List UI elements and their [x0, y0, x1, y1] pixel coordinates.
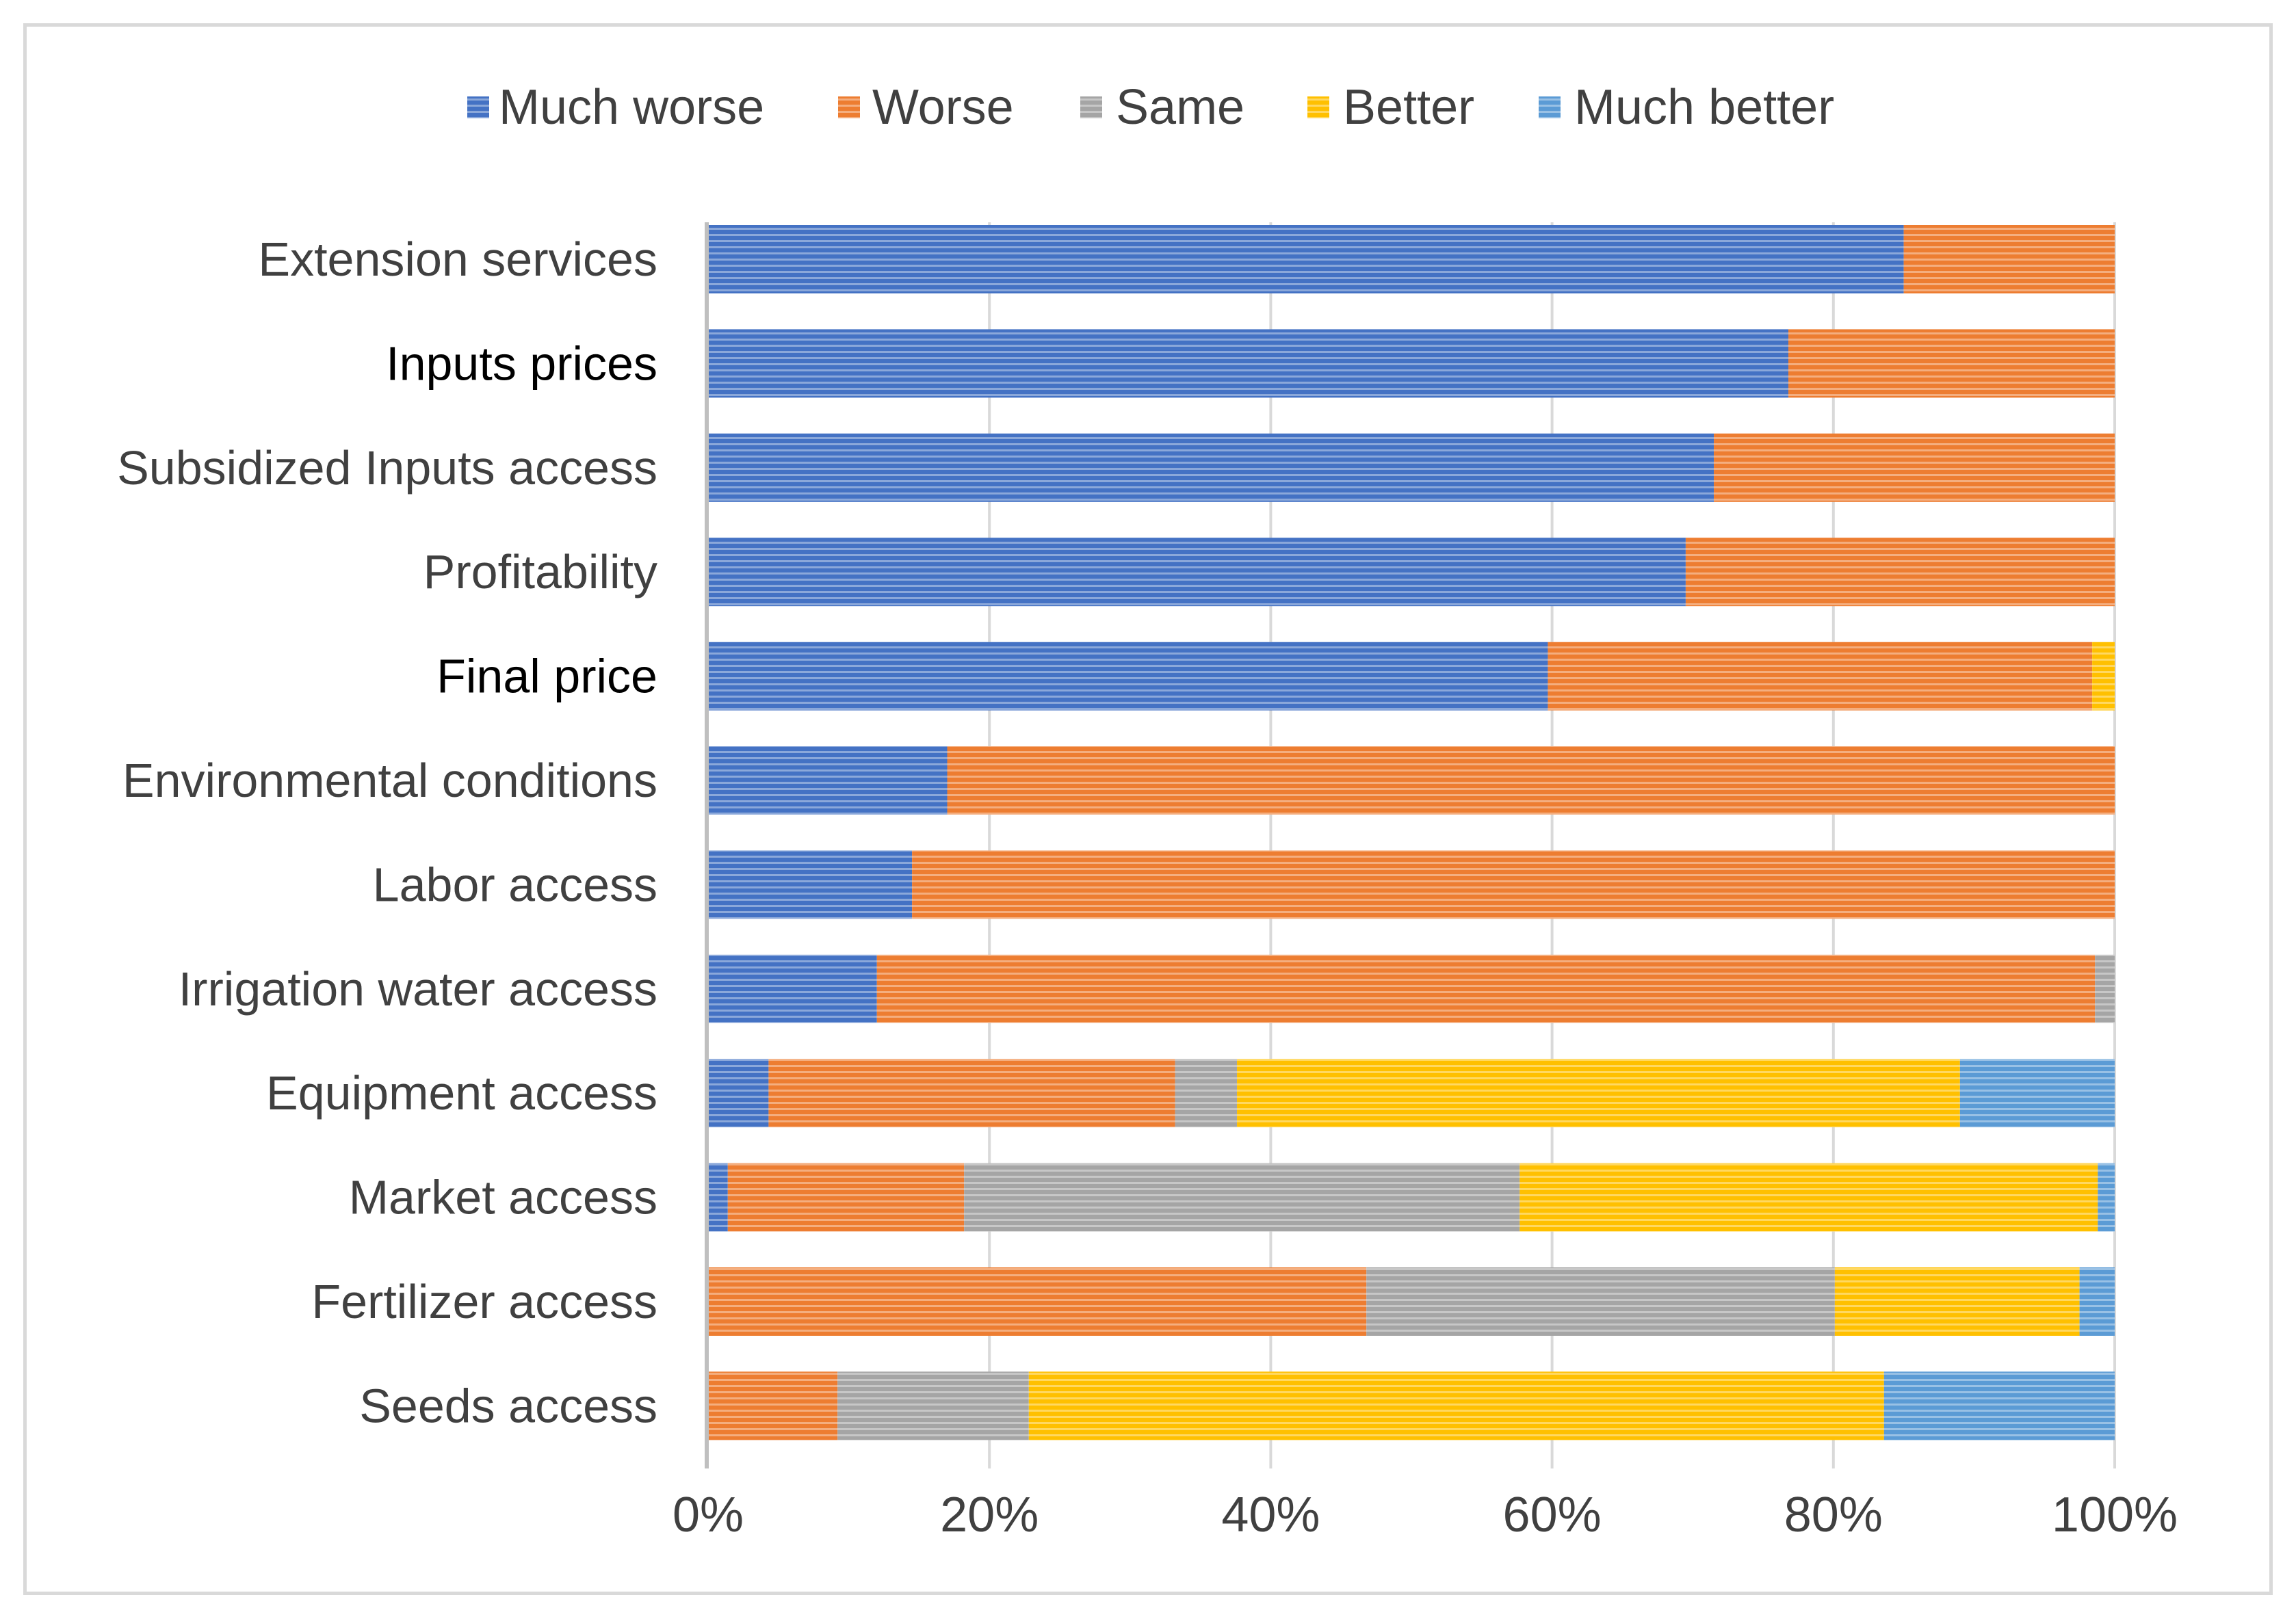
legend-swatch-same [1080, 96, 1102, 118]
bar-market-access-much-better [2098, 1163, 2115, 1232]
bar-equipment-access-worse [768, 1059, 1175, 1128]
category-label-fertilizer-access: Fertilizer access [311, 1275, 657, 1328]
category-label-seeds-access: Seeds access [359, 1379, 657, 1432]
x-tick-label: 40% [1221, 1488, 1320, 1542]
legend-swatch-worse [838, 96, 860, 118]
bar-final-price-worse [1548, 642, 2093, 711]
bar-irrigation-water-access-much-worse [708, 954, 877, 1023]
category-label-extension-services: Extension services [258, 233, 657, 286]
x-tick-label: 80% [1784, 1488, 1883, 1542]
bar-seeds-access-same [837, 1371, 1029, 1440]
bar-profitability-much-worse [708, 538, 1686, 607]
bar-labor-access-worse [912, 850, 2115, 919]
bar-labor-access-much-worse [708, 850, 913, 919]
legend-label-much-better: Much better [1574, 80, 1834, 135]
bar-equipment-access-same [1175, 1059, 1238, 1128]
bar-subsidized-inputs-access-worse [1714, 433, 2115, 502]
x-tick-label: 60% [1503, 1488, 1602, 1542]
legend-swatch-better [1307, 96, 1329, 118]
legend-label-worse: Worse [872, 80, 1014, 135]
bar-extension-services-worse [1903, 225, 2115, 293]
bar-fertilizer-access-same [1366, 1267, 1835, 1336]
legend-swatch-much-worse [467, 96, 489, 118]
legend: Much worse Worse Same Better Much better [467, 80, 1834, 135]
category-label-labor-access: Labor access [373, 858, 657, 911]
legend-swatch-much-better [1539, 96, 1561, 118]
chart-frame: Much worse Worse Same Better Much better Ext… [23, 23, 2273, 1595]
bar-seeds-access-worse [708, 1371, 838, 1440]
bar-irrigation-water-access-worse [876, 954, 2096, 1023]
category-label-profitability: Profitability [423, 545, 657, 598]
bar-fertilizer-access-better [1834, 1267, 2080, 1336]
bar-seeds-access-better [1028, 1371, 1884, 1440]
category-label-market-access: Market access [349, 1171, 657, 1224]
bar-equipment-access-better [1237, 1059, 1960, 1128]
bar-fertilizer-access-worse [708, 1267, 1367, 1336]
bar-inputs-prices-worse [1788, 329, 2115, 398]
bar-profitability-worse [1685, 538, 2115, 607]
bar-equipment-access-much-better [1959, 1059, 2115, 1128]
x-tick-label: 20% [940, 1488, 1039, 1542]
category-label-irrigation-water-access: Irrigation water access [179, 962, 657, 1016]
bar-extension-services-much-worse [708, 225, 1904, 293]
bars [708, 225, 2115, 1440]
bar-market-access-same [964, 1163, 1520, 1232]
chart: Much worse Worse Same Better Much better Ext… [117, 80, 2178, 1542]
bar-market-access-better [1519, 1163, 2098, 1232]
bar-inputs-prices-much-worse [708, 329, 1789, 398]
bar-market-access-much-worse [708, 1163, 728, 1232]
gridlines [988, 222, 2116, 1468]
legend-label-same: Same [1116, 80, 1244, 135]
x-tick-labels: 0% 20% 40% 60% 80% 100% [673, 1488, 2178, 1542]
bar-environmental-conditions-much-worse [708, 746, 948, 815]
bar-market-access-worse [727, 1163, 965, 1232]
bar-fertilizer-access-much-better [2079, 1267, 2115, 1336]
bar-final-price-much-worse [708, 642, 1548, 711]
bar-subsidized-inputs-access-much-worse [708, 433, 1714, 502]
category-label-final-price: Final price [436, 650, 657, 703]
category-labels: Extension services Inputs prices Subsidize… [117, 233, 657, 1432]
bar-seeds-access-much-better [1883, 1371, 2115, 1440]
bar-irrigation-water-access-same [2095, 954, 2115, 1023]
category-label-equipment-access: Equipment access [266, 1066, 657, 1120]
legend-label-better: Better [1343, 80, 1474, 135]
legend-label-much-worse: Much worse [499, 80, 764, 135]
bar-environmental-conditions-worse [947, 746, 2115, 815]
x-tick-label: 0% [673, 1488, 744, 1542]
bar-equipment-access-much-worse [708, 1059, 769, 1128]
bar-final-price-better [2092, 642, 2115, 711]
category-label-environmental-conditions: Environmental conditions [122, 754, 657, 807]
category-label-subsidized-inputs-access: Subsidized Inputs access [117, 441, 657, 495]
x-tick-label: 100% [2052, 1488, 2178, 1542]
category-label-inputs-prices: Inputs prices [386, 337, 657, 390]
